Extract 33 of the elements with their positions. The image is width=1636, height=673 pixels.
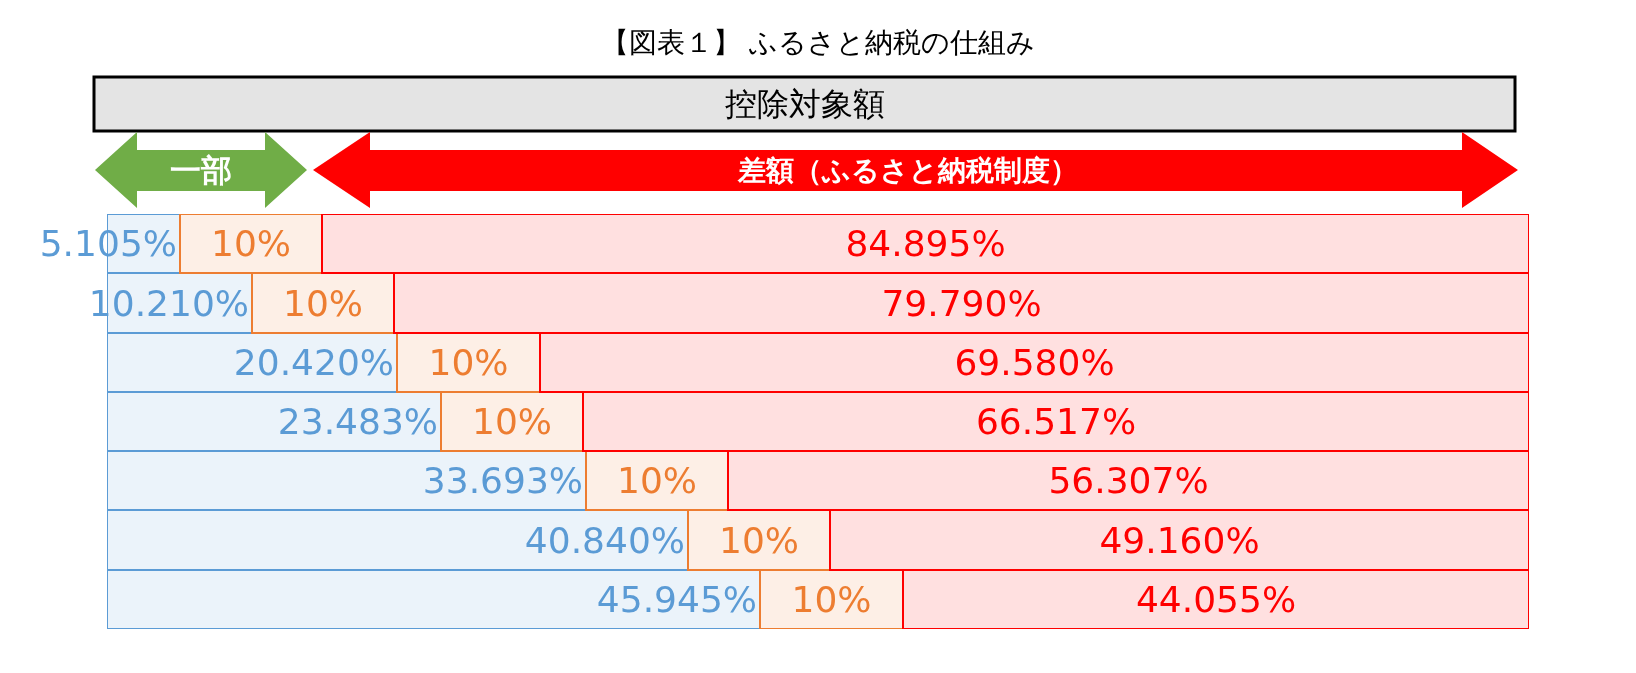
data-label: 23.483% bbox=[277, 401, 438, 442]
data-label: 69.580% bbox=[954, 342, 1115, 383]
data-label: 10% bbox=[718, 519, 800, 561]
data-label: 20.420% bbox=[233, 342, 394, 383]
data-label: 10% bbox=[428, 342, 509, 383]
bar bbox=[829, 509, 1529, 571]
bar bbox=[393, 272, 1529, 334]
bar bbox=[107, 450, 587, 511]
data-label: 56.307% bbox=[1048, 460, 1209, 501]
bar bbox=[107, 509, 689, 571]
text: 控除対象額 bbox=[725, 85, 885, 123]
text: 一部 bbox=[170, 152, 232, 188]
data-label: 40.840% bbox=[524, 519, 685, 561]
chart-title: 【図表１】 ふるさと納税の仕組み bbox=[600, 25, 1036, 59]
text: 差額（ふるさと納税制度） bbox=[737, 154, 1078, 187]
bar bbox=[902, 569, 1529, 629]
data-label: 10% bbox=[210, 223, 292, 264]
data-label: 84.895% bbox=[845, 223, 1006, 264]
data-label: 10% bbox=[616, 460, 698, 501]
data-label: 44.055% bbox=[1135, 579, 1297, 620]
bar bbox=[727, 450, 1529, 511]
data-label: 66.517% bbox=[975, 401, 1137, 442]
data-label: 79.790% bbox=[881, 282, 1042, 324]
data-label: 49.160% bbox=[1099, 519, 1260, 561]
bar bbox=[539, 332, 1529, 393]
bar bbox=[582, 391, 1529, 452]
data-label: 33.693% bbox=[422, 460, 583, 501]
bar bbox=[107, 569, 761, 629]
data-label: 10% bbox=[471, 401, 553, 442]
data-label: 10% bbox=[282, 282, 364, 324]
data-label: 10% bbox=[791, 579, 872, 620]
data-label: 45.945% bbox=[596, 579, 757, 620]
bar bbox=[321, 214, 1529, 274]
